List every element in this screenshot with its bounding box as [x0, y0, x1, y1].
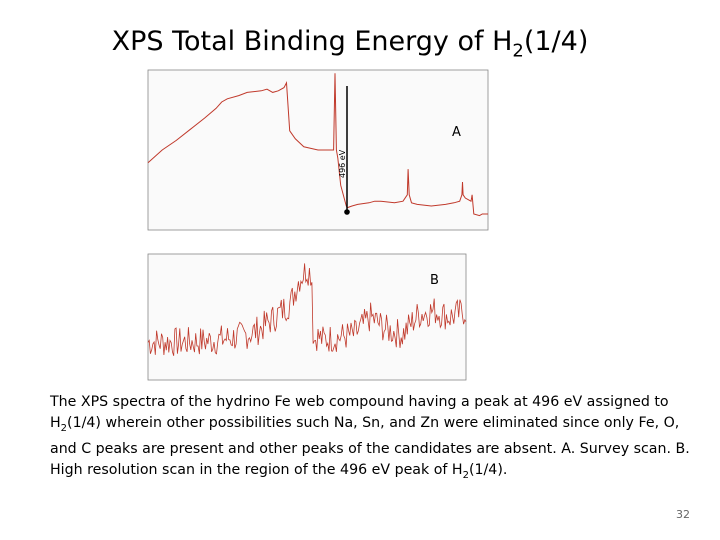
title-suffix: (1/4) [523, 26, 589, 57]
caption-part2: (1/4) wherein other possibilities such N… [50, 415, 690, 478]
plot-area [147, 253, 467, 381]
annotation-dot [344, 209, 350, 215]
title-subscript: 2 [512, 40, 524, 62]
series-group [147, 263, 467, 356]
caption-sub2: 2 [462, 469, 469, 481]
annotation-label: 496 eV [338, 149, 347, 178]
caption-part1: The XPS spectra of the hydrino Fe web co… [50, 394, 669, 431]
series-line [147, 263, 467, 356]
panel-label-b: B [430, 273, 439, 288]
title-prefix: XPS Total Binding Energy of H [111, 26, 513, 57]
survey-scan-chart: 496 eV A [147, 69, 489, 231]
page-number: 32 [676, 508, 690, 521]
high-resolution-chart: B [147, 253, 467, 381]
slide-title: XPS Total Binding Energy of H2(1/4) [0, 26, 700, 61]
caption-part3: (1/4). [468, 461, 508, 478]
caption: The XPS spectra of the hydrino Fe web co… [50, 392, 690, 486]
caption-sub1: 2 [60, 422, 68, 434]
panel-label-a: A [452, 125, 461, 140]
